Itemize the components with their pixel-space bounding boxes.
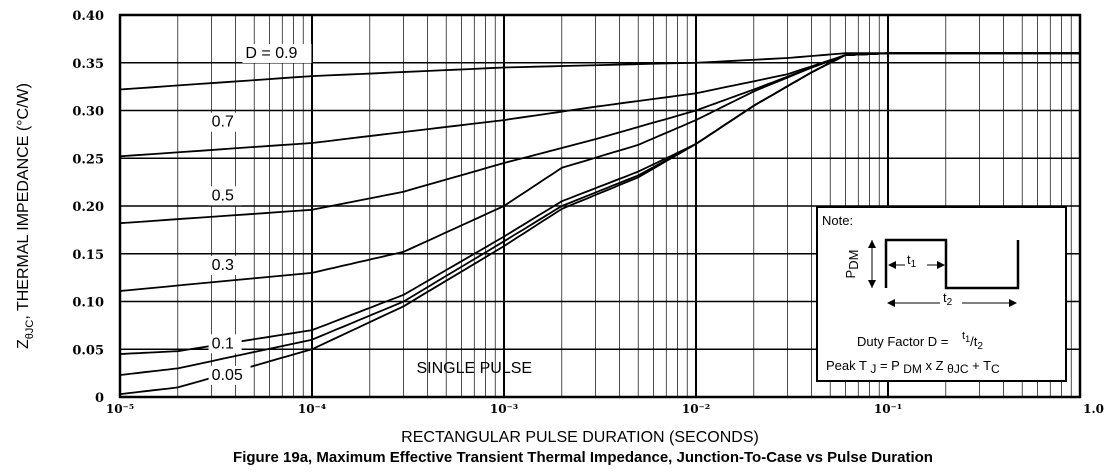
y-tick-label: 0.25 [72, 152, 104, 167]
curve-label: 0.05 [212, 367, 243, 384]
y-tick-label: 0.40 [72, 9, 104, 24]
figure-caption: Figure 19a, Maximum Effective Transient … [233, 449, 933, 466]
x-tick-label: 10⁻⁴ [298, 402, 326, 416]
y-tick-label: 0.20 [72, 200, 104, 215]
curve-label: 0.3 [212, 257, 234, 274]
y-tick-label: 0.35 [72, 57, 104, 72]
x-tick-label: 10⁻¹ [874, 402, 902, 416]
y-tick-label: 0 [95, 391, 104, 406]
curve-label: 0.5 [212, 187, 234, 204]
y-tick-label: 0.05 [72, 343, 104, 358]
note-title: Note: [822, 213, 853, 228]
x-axis-title: RECTANGULAR PULSE DURATION (SECONDS) [401, 429, 759, 446]
curve-label: SINGLE PULSE [416, 360, 532, 377]
curve-label: D = 0.9 [245, 45, 297, 62]
curve-label: 0.1 [212, 335, 234, 352]
y-tick-label: 0.30 [72, 105, 104, 120]
note-box: Note: PDM t1 t2 Duty Factor D = t1/t2 [817, 207, 1066, 381]
curve-label: 0.7 [212, 114, 234, 131]
x-tick-label: 10⁻⁵ [106, 402, 134, 416]
x-tick-label: 10⁻² [682, 402, 710, 416]
y-tick-label: 0.15 [72, 248, 104, 263]
x-tick-label: 10⁻³ [490, 402, 518, 416]
x-tick-label: 1.0 [1083, 402, 1104, 416]
y-tick-label: 0.10 [72, 296, 104, 311]
